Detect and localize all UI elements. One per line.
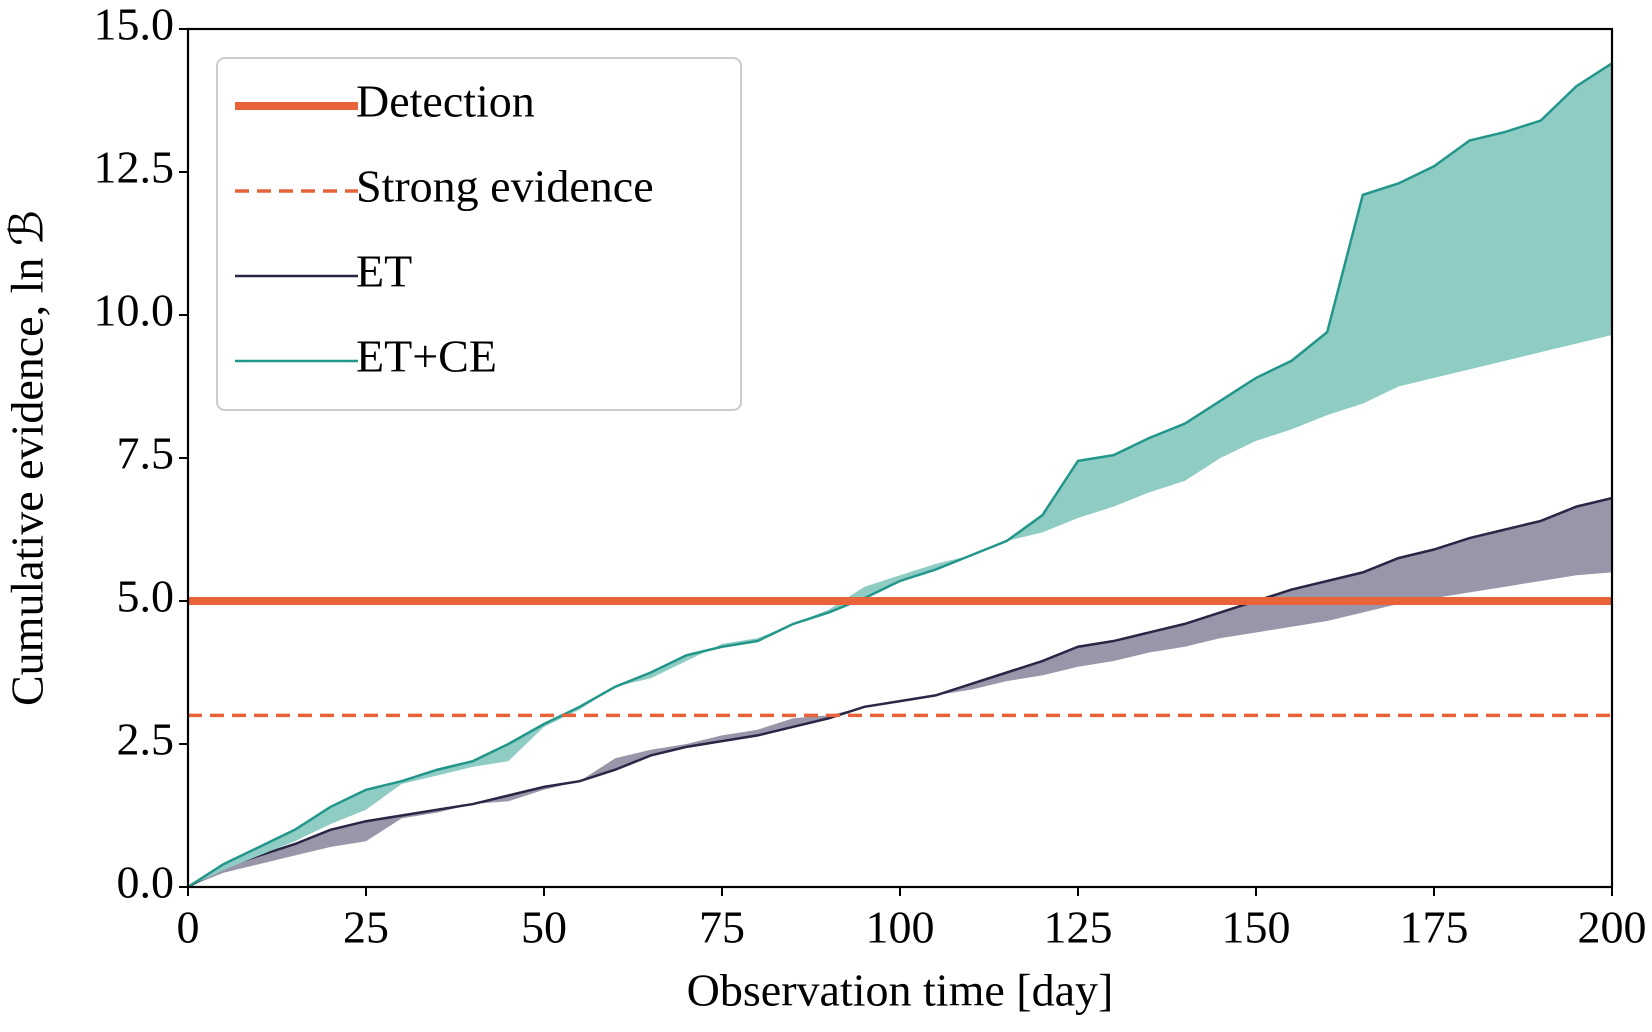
y-tick-label: 2.5 — [117, 714, 175, 765]
x-tick-label: 0 — [177, 902, 200, 953]
band — [188, 63, 1612, 887]
series-line — [188, 62, 1612, 887]
x-tick-label: 25 — [343, 902, 389, 953]
y-tick-label: 15.0 — [94, 0, 175, 50]
plot-area — [188, 62, 1612, 887]
y-tick-label: 10.0 — [94, 285, 175, 336]
legend-label: Detection — [356, 76, 535, 127]
x-tick-label: 175 — [1400, 902, 1469, 953]
x-tick-label: 125 — [1044, 902, 1113, 953]
y-axis-label: Cumulative evidence, ln ℬ — [2, 210, 53, 706]
x-tick-label: 75 — [699, 902, 745, 953]
x-axis-label: Observation time [day] — [687, 965, 1114, 1016]
legend: Detection Strong evidence ET ET+CE — [216, 57, 742, 411]
y-tick-label: 7.5 — [117, 428, 175, 479]
legend-label: Strong evidence — [356, 161, 654, 212]
y-tick-label: 0.0 — [117, 857, 175, 908]
y-tick-label: 12.5 — [94, 142, 175, 193]
x-tick-label: 200 — [1578, 902, 1647, 953]
x-tick-label: 50 — [521, 902, 567, 953]
legend-label: ET — [356, 246, 412, 297]
legend-box — [216, 57, 742, 411]
x-tick-label: 100 — [866, 902, 935, 953]
x-tick-label: 150 — [1222, 902, 1291, 953]
legend-label: ET+CE — [356, 331, 497, 382]
y-tick-label: 5.0 — [117, 571, 175, 622]
series-line — [188, 496, 1612, 887]
plot-frame — [186, 27, 1614, 889]
band — [188, 498, 1612, 887]
